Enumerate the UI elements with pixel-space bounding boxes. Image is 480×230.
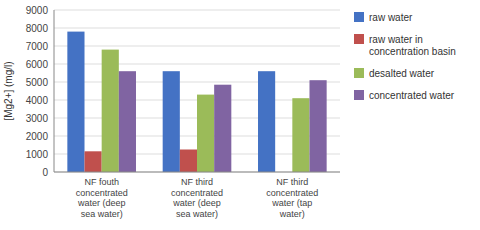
- legend-swatch: [354, 34, 364, 44]
- legend-swatch: [354, 68, 364, 78]
- text-line: water (deep: [77, 198, 126, 208]
- grid-line: [54, 172, 340, 173]
- bars: [67, 32, 326, 172]
- bar: [214, 85, 231, 172]
- bar: [119, 71, 136, 172]
- text-line: desalted water: [369, 68, 435, 79]
- bar: [67, 32, 84, 172]
- y-tick-label: 2000: [26, 131, 49, 142]
- text-line: concentrated: [76, 188, 128, 198]
- text-line: concentration basin: [369, 46, 456, 57]
- text-line: raw water in: [369, 34, 423, 45]
- legend-label: concentrated water: [369, 90, 455, 101]
- y-tick-label: 1000: [26, 149, 49, 160]
- text-line: water (tap: [271, 198, 312, 208]
- y-tick-label: 3000: [26, 113, 49, 124]
- chart: 0 1000 2000 3000 4000 5000 6000 7000 8000 9000 [Mg…: [0, 0, 480, 230]
- x-axis-line: [54, 172, 340, 173]
- text-line: sea water): [176, 209, 218, 219]
- grid: [54, 10, 340, 172]
- bar: [180, 150, 197, 173]
- bar: [292, 98, 309, 172]
- legend-label: raw water inconcentration basin: [369, 34, 456, 57]
- x-tick-label: NF fouthconcentratedwater (deepsea water…: [76, 177, 128, 219]
- text-line: NF fouth: [84, 177, 119, 187]
- x-tick-label: NF thirdconcentratedwater (tapwater): [266, 177, 318, 219]
- y-tick-label: 0: [42, 167, 48, 178]
- bar: [163, 71, 180, 172]
- y-tick-label: 4000: [26, 95, 49, 106]
- grid-line: [54, 28, 340, 29]
- legend-label: raw water: [369, 12, 413, 23]
- text-line: sea water): [81, 209, 123, 219]
- y-axis-label: [Mg2+] (mg/l): [3, 61, 14, 120]
- text-line: water (deep: [172, 198, 221, 208]
- y-tick-label: 7000: [26, 41, 49, 52]
- text-line: raw water: [369, 12, 413, 23]
- bar: [102, 50, 119, 172]
- text-line: NF third: [276, 177, 308, 187]
- x-tick-label: NF thirdconcentratedwater (deepsea water…: [171, 177, 223, 219]
- text-line: concentrated: [266, 188, 318, 198]
- y-axis: 0 1000 2000 3000 4000 5000 6000 7000 8000 9000: [26, 5, 49, 178]
- legend-swatch: [354, 12, 364, 22]
- legend: raw water raw water inconcentration basin…: [354, 12, 456, 101]
- text-line: water): [279, 209, 305, 219]
- grid-line: [54, 82, 340, 83]
- legend-label: desalted water: [369, 68, 435, 79]
- bar: [85, 151, 102, 172]
- y-axis-line: [54, 10, 55, 172]
- bar: [309, 80, 326, 172]
- bar: [197, 95, 214, 172]
- grid-line: [54, 10, 340, 11]
- y-tick-label: 9000: [26, 5, 49, 16]
- x-axis: NF fouthconcentratedwater (deepsea water…: [76, 177, 319, 219]
- grid-line: [54, 46, 340, 47]
- y-tick-label: 6000: [26, 59, 49, 70]
- text-line: concentrated water: [369, 90, 455, 101]
- legend-swatch: [354, 90, 364, 100]
- bar: [258, 71, 275, 172]
- y-tick-label: 8000: [26, 23, 49, 34]
- y-tick-label: 5000: [26, 77, 49, 88]
- text-line: concentrated: [171, 188, 223, 198]
- grid-line: [54, 64, 340, 65]
- text-line: NF third: [181, 177, 213, 187]
